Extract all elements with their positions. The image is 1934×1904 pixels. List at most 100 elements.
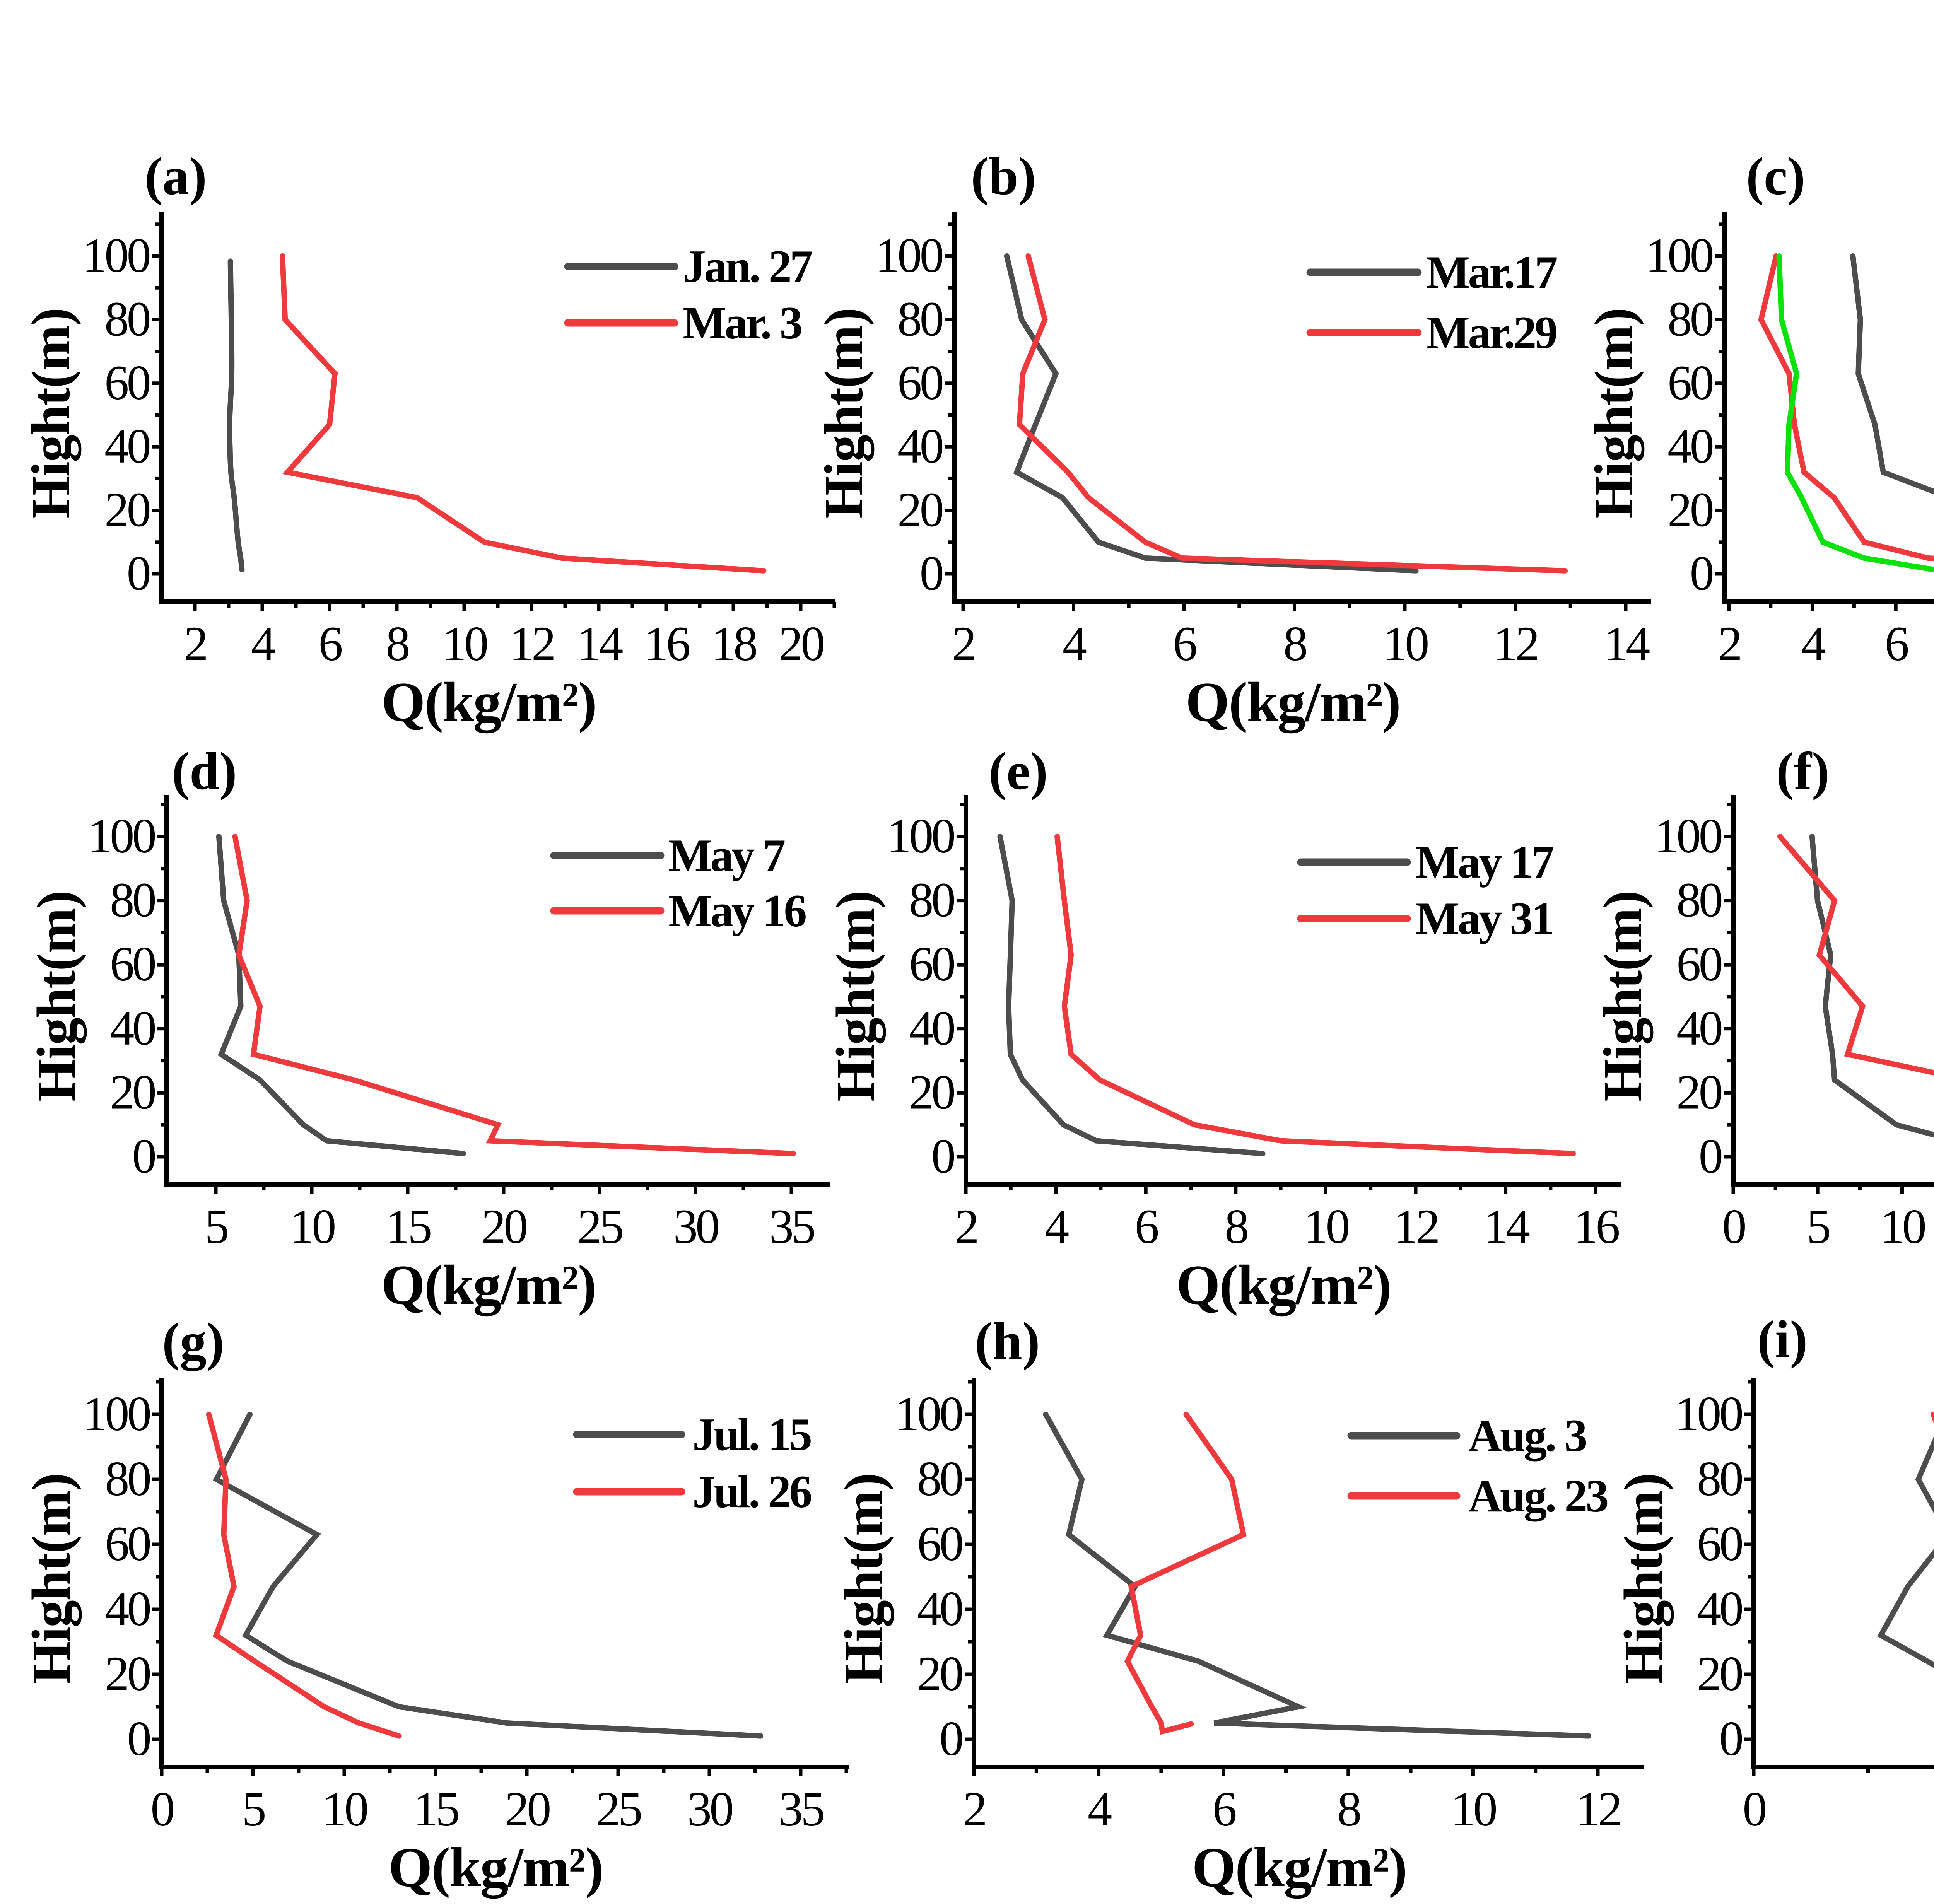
svg-text:100: 100 (83, 1387, 150, 1441)
svg-text:60: 60 (1676, 937, 1722, 991)
svg-text:(g): (g) (162, 1312, 224, 1371)
svg-text:(b): (b) (971, 147, 1036, 206)
svg-text:12: 12 (1493, 617, 1538, 671)
svg-text:80: 80 (917, 1452, 962, 1506)
svg-text:40: 40 (917, 1582, 962, 1636)
svg-text:4: 4 (251, 617, 275, 671)
svg-text:0: 0 (127, 1712, 150, 1766)
svg-text:20: 20 (1676, 1065, 1722, 1119)
svg-text:4: 4 (1045, 1200, 1069, 1254)
svg-text:(d): (d) (172, 741, 237, 801)
svg-text:(h): (h) (975, 1311, 1040, 1371)
svg-text:40: 40 (1667, 419, 1713, 473)
svg-text:10: 10 (1880, 1200, 1925, 1254)
svg-text:0: 0 (931, 1129, 954, 1183)
svg-text:80: 80 (110, 873, 155, 927)
svg-text:Jul. 15: Jul. 15 (692, 1409, 811, 1460)
svg-text:5: 5 (205, 1200, 227, 1254)
svg-text:0: 0 (127, 546, 150, 601)
svg-text:0: 0 (1699, 1129, 1722, 1183)
svg-text:40: 40 (1676, 1001, 1722, 1055)
svg-text:8: 8 (386, 617, 408, 671)
svg-text:20: 20 (1667, 483, 1713, 537)
svg-text:40: 40 (897, 419, 943, 473)
svg-text:Hight(m): Hight(m) (20, 308, 81, 519)
svg-text:80: 80 (897, 292, 943, 346)
svg-text:Mar. 3: Mar. 3 (683, 297, 801, 348)
svg-text:8: 8 (1283, 617, 1306, 671)
svg-text:2: 2 (963, 1782, 985, 1836)
svg-text:12: 12 (1576, 1782, 1620, 1836)
svg-text:Hight(m): Hight(m) (1583, 308, 1644, 519)
svg-text:0: 0 (1719, 1712, 1742, 1766)
svg-text:(i): (i) (1757, 1310, 1808, 1369)
svg-text:Hight(m): Hight(m) (833, 1474, 894, 1684)
svg-text:10: 10 (290, 1200, 335, 1254)
svg-text:Hight(m): Hight(m) (813, 308, 874, 519)
svg-text:60: 60 (104, 356, 150, 410)
svg-text:8: 8 (1225, 1200, 1247, 1254)
svg-text:60: 60 (909, 937, 954, 991)
svg-text:25: 25 (596, 1782, 641, 1836)
svg-text:40: 40 (909, 1001, 954, 1055)
svg-text:20: 20 (917, 1647, 962, 1701)
svg-text:(c): (c) (1746, 147, 1805, 206)
svg-text:0: 0 (1743, 1782, 1765, 1836)
svg-text:5: 5 (1806, 1200, 1829, 1254)
svg-text:Q(kg/m²): Q(kg/m²) (388, 1836, 603, 1899)
svg-text:80: 80 (105, 1452, 150, 1506)
svg-text:100: 100 (1675, 1387, 1742, 1441)
svg-text:0: 0 (1690, 546, 1713, 601)
svg-text:15: 15 (386, 1200, 431, 1254)
svg-text:100: 100 (88, 809, 155, 863)
svg-text:Jan. 27: Jan. 27 (683, 241, 812, 292)
svg-text:Hight(m): Hight(m) (21, 1474, 82, 1684)
svg-text:60: 60 (917, 1517, 962, 1571)
svg-text:8: 8 (1337, 1782, 1360, 1836)
svg-text:14: 14 (1604, 617, 1650, 671)
svg-text:30: 30 (673, 1200, 719, 1254)
svg-text:20: 20 (505, 1782, 550, 1836)
svg-text:2: 2 (952, 617, 974, 671)
svg-text:Aug. 3: Aug. 3 (1468, 1410, 1586, 1462)
svg-text:0: 0 (1722, 1200, 1745, 1254)
svg-text:May 31: May 31 (1416, 893, 1552, 944)
svg-text:2: 2 (184, 617, 206, 671)
svg-text:100: 100 (82, 229, 150, 283)
svg-text:6: 6 (318, 617, 342, 671)
svg-text:12: 12 (1394, 1200, 1438, 1254)
svg-text:Jul. 26: Jul. 26 (692, 1466, 811, 1517)
svg-text:20: 20 (909, 1065, 954, 1119)
svg-text:40: 40 (1697, 1582, 1742, 1636)
svg-text:40: 40 (104, 419, 150, 473)
svg-text:10: 10 (442, 617, 487, 671)
svg-text:14: 14 (1483, 1200, 1530, 1254)
svg-text:Hight(m): Hight(m) (1592, 891, 1653, 1101)
svg-text:16: 16 (644, 617, 690, 671)
svg-text:18: 18 (711, 617, 757, 671)
svg-text:100: 100 (1645, 229, 1713, 283)
svg-text:20: 20 (897, 483, 943, 537)
svg-text:0: 0 (940, 1712, 962, 1766)
svg-text:4: 4 (1088, 1782, 1112, 1836)
svg-text:20: 20 (104, 483, 150, 537)
svg-text:20: 20 (105, 1647, 150, 1701)
svg-text:20: 20 (1697, 1647, 1742, 1701)
svg-text:10: 10 (1451, 1782, 1496, 1836)
svg-text:0: 0 (920, 546, 943, 601)
svg-text:2: 2 (955, 1200, 977, 1254)
svg-text:0: 0 (132, 1129, 155, 1183)
svg-text:Mar.29: Mar.29 (1426, 307, 1556, 358)
svg-text:Mar.17: Mar.17 (1426, 246, 1557, 298)
svg-text:Hight(m): Hight(m) (1613, 1474, 1674, 1684)
svg-text:Q(kg/m²): Q(kg/m²) (1192, 1836, 1407, 1899)
svg-text:Q(kg/m²): Q(kg/m²) (381, 1253, 596, 1316)
svg-text:100: 100 (895, 1387, 962, 1441)
svg-text:20: 20 (110, 1065, 155, 1119)
svg-text:80: 80 (104, 292, 150, 346)
svg-text:10: 10 (322, 1782, 367, 1836)
svg-text:6: 6 (1212, 1782, 1235, 1836)
svg-text:10: 10 (1383, 617, 1428, 671)
svg-text:30: 30 (687, 1782, 733, 1836)
svg-text:20: 20 (779, 617, 824, 671)
